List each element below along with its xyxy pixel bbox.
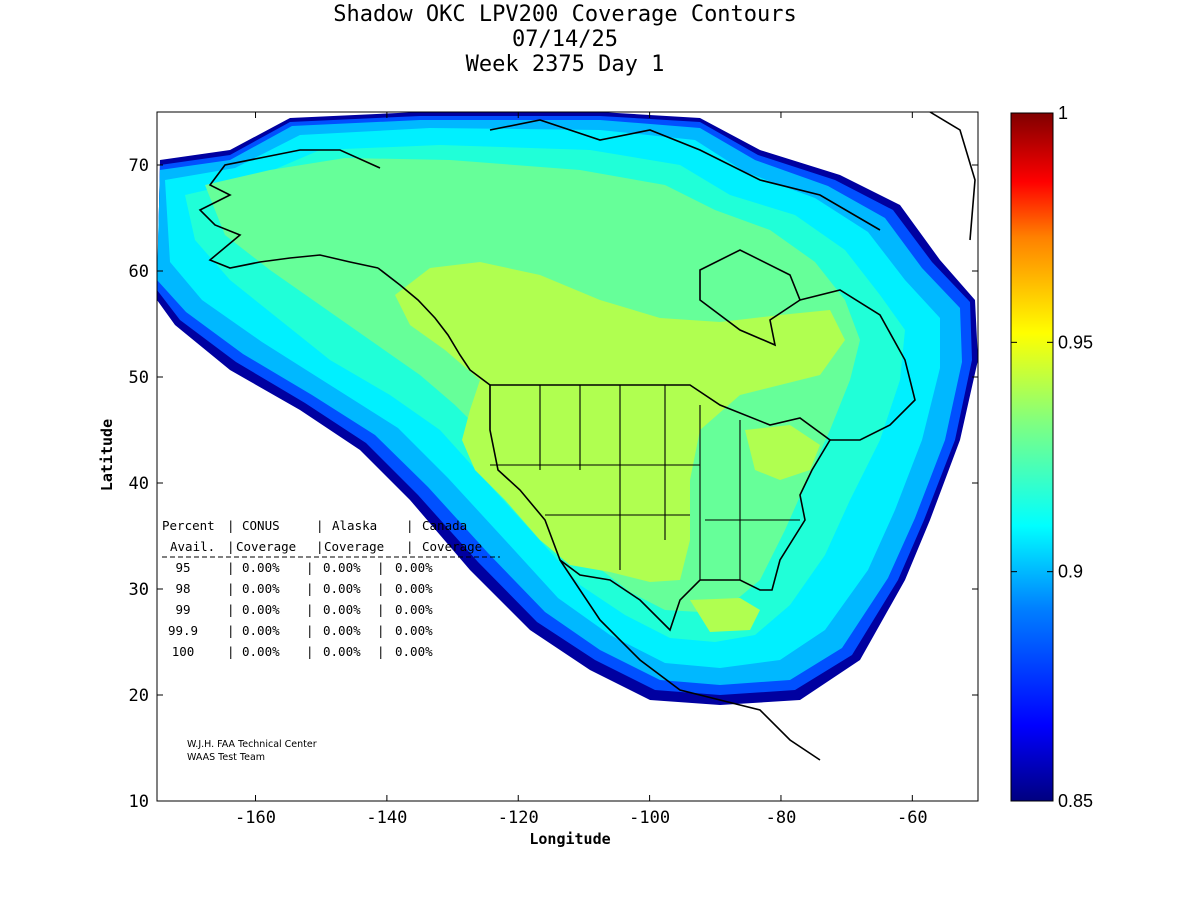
table-cell-pct: 100	[172, 644, 195, 659]
table-subheader-alaska: Coverage	[324, 539, 384, 554]
colorbar-tick-label: 0.9	[1058, 562, 1083, 582]
table-cell-canada: 0.00%	[395, 602, 433, 617]
title-line-2: 07/14/25	[512, 27, 618, 52]
table-subheader-avail: Avail.	[170, 539, 215, 554]
coverage-contours	[157, 112, 978, 705]
table-cell-conus: 0.00%	[242, 581, 280, 596]
x-tick-label: -120	[498, 808, 539, 828]
table-rows: 95 | 0.00% | 0.00% | 0.00% 98 | 0.00% | 0.00% | 0.00%…	[168, 560, 433, 659]
contour-0.93-east	[745, 425, 820, 480]
y-tick-label: 60	[129, 262, 149, 282]
greenland	[929, 112, 976, 241]
title-line-1: Shadow OKC LPV200 Coverage Contours	[333, 2, 797, 27]
y-tick-label: 50	[129, 368, 149, 388]
table-cell-alaska: 0.00%	[323, 560, 361, 575]
table-cell-conus: 0.00%	[242, 644, 280, 659]
table-sep: |	[306, 560, 314, 575]
x-tick-label: -160	[235, 808, 276, 828]
table-sep: |	[306, 644, 314, 659]
title-line-3: Week 2375 Day 1	[465, 52, 665, 77]
plot-frame	[156, 111, 979, 802]
table-sep: |	[227, 623, 235, 638]
table-header-conus: CONUS	[242, 518, 280, 533]
table-sep: |	[377, 581, 385, 596]
hudson-bay	[699, 249, 801, 347]
arctic-islands	[489, 119, 881, 231]
y-tick-label: 30	[129, 580, 149, 600]
table-sep: |	[306, 581, 314, 596]
table-cell-pct: 99	[175, 602, 190, 617]
credit-line-1: W.J.H. FAA Technical Center	[187, 739, 317, 750]
table-cell-canada: 0.00%	[395, 644, 433, 659]
table-cell-alaska: 0.00%	[323, 581, 361, 596]
state-borders	[490, 385, 800, 580]
colorbar-tick-label: 0.85	[1058, 791, 1093, 811]
table-sep: |	[227, 581, 235, 596]
table-sep: |	[227, 602, 235, 617]
colorbar-tick-label: 1	[1058, 103, 1068, 123]
table-sep: |	[316, 518, 324, 533]
table-sep: |	[227, 518, 235, 533]
canada-west-coast	[377, 267, 491, 386]
alaska-coast	[198, 149, 381, 269]
table-sep: |	[227, 560, 235, 575]
table-header-canada: Canada	[422, 518, 467, 533]
table-cell-canada: 0.00%	[395, 560, 433, 575]
table-cell-alaska: 0.00%	[323, 644, 361, 659]
x-tick-label: -100	[629, 808, 670, 828]
table-header-percent: Percent	[162, 518, 215, 533]
table-subheader-conus: Coverage	[236, 539, 296, 554]
credit-line-2: WAAS Test Team	[187, 752, 265, 763]
table-sep: |	[377, 623, 385, 638]
y-axis-label: Latitude	[98, 419, 116, 491]
table-sep: |	[377, 644, 385, 659]
table-subheader-canada: Coverage	[422, 539, 482, 554]
table-sep: |	[306, 623, 314, 638]
table-sep: |	[377, 560, 385, 575]
table-cell-conus: 0.00%	[242, 623, 280, 638]
y-tick-label: 70	[129, 156, 149, 176]
table-cell-conus: 0.00%	[242, 560, 280, 575]
colorbar-ticks: 1 0.95 0.9 0.85	[1011, 103, 1093, 811]
table-cell-alaska: 0.00%	[323, 602, 361, 617]
table-sep: |	[316, 539, 324, 554]
x-tick-label: -140	[366, 808, 407, 828]
table-cell-canada: 0.00%	[395, 581, 433, 596]
y-tick-label: 40	[129, 474, 149, 494]
mexico-coast	[559, 559, 821, 761]
table-cell-pct: 95	[175, 560, 190, 575]
y-axis-ticks: 10 20 30 40 50 60 70	[129, 156, 978, 812]
contour-0.93-gulf	[690, 598, 760, 632]
table-cell-alaska: 0.00%	[323, 623, 361, 638]
y-tick-label: 20	[129, 686, 149, 706]
x-axis-ticks: -160 -140 -120 -100 -80 -60	[235, 112, 928, 828]
colorbar-tick-label: 0.95	[1058, 332, 1093, 352]
table-cell-conus: 0.00%	[242, 602, 280, 617]
table-cell-pct: 99.9	[168, 623, 198, 638]
y-tick-label: 10	[129, 792, 149, 812]
table-sep: |	[227, 644, 235, 659]
table-sep: |	[227, 539, 235, 554]
table-cell-canada: 0.00%	[395, 623, 433, 638]
table-sep: |	[377, 602, 385, 617]
x-tick-label: -60	[897, 808, 928, 828]
colorbar	[1010, 112, 1054, 802]
east-canada-coast	[799, 289, 916, 441]
table-sep: |	[306, 602, 314, 617]
x-axis-label: Longitude	[529, 830, 610, 848]
stats-table: Percent | CONUS | Alaska | Canada Avail.…	[162, 518, 500, 659]
coastlines	[198, 112, 976, 761]
table-header-alaska: Alaska	[332, 518, 377, 533]
x-tick-label: -80	[766, 808, 797, 828]
table-cell-pct: 98	[175, 581, 190, 596]
table-sep: |	[406, 518, 414, 533]
table-sep: |	[406, 539, 414, 554]
